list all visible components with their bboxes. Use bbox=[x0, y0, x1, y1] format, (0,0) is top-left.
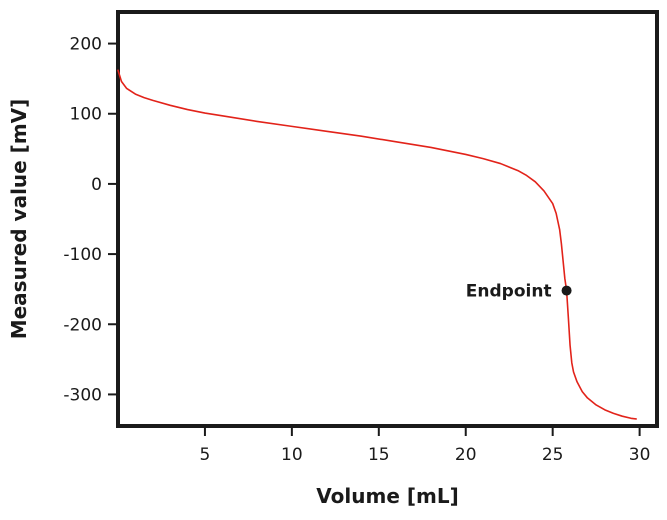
y-tick-label: 100 bbox=[70, 105, 102, 125]
endpoint-label: Endpoint bbox=[466, 282, 552, 302]
y-tick-label: -300 bbox=[63, 385, 102, 405]
x-tick-label: 5 bbox=[200, 445, 211, 465]
x-tick-label: 20 bbox=[455, 445, 477, 465]
series-line-0 bbox=[117, 69, 637, 420]
curve-layer bbox=[117, 69, 637, 420]
y-tick-label: 200 bbox=[70, 35, 102, 55]
x-axis-title: Volume [mL] bbox=[316, 484, 458, 508]
y-tick-label: 0 bbox=[91, 175, 102, 195]
x-tick-label: 30 bbox=[629, 445, 651, 465]
plot-area bbox=[116, 10, 659, 428]
y-tick-label: -200 bbox=[63, 315, 102, 335]
x-tick-label: 25 bbox=[542, 445, 564, 465]
annotations: Endpoint bbox=[466, 282, 572, 302]
plot-frame bbox=[116, 10, 659, 428]
endpoint-marker bbox=[561, 285, 572, 296]
x-tick-label: 15 bbox=[368, 445, 390, 465]
x-tick-label: 10 bbox=[281, 445, 303, 465]
axes: 5 10 15 20 25 30 200 100 0 -100 -200 -300 bbox=[63, 35, 650, 465]
y-axis-title: Measured value [mV] bbox=[7, 99, 31, 340]
y-tick-label: -100 bbox=[63, 245, 102, 265]
